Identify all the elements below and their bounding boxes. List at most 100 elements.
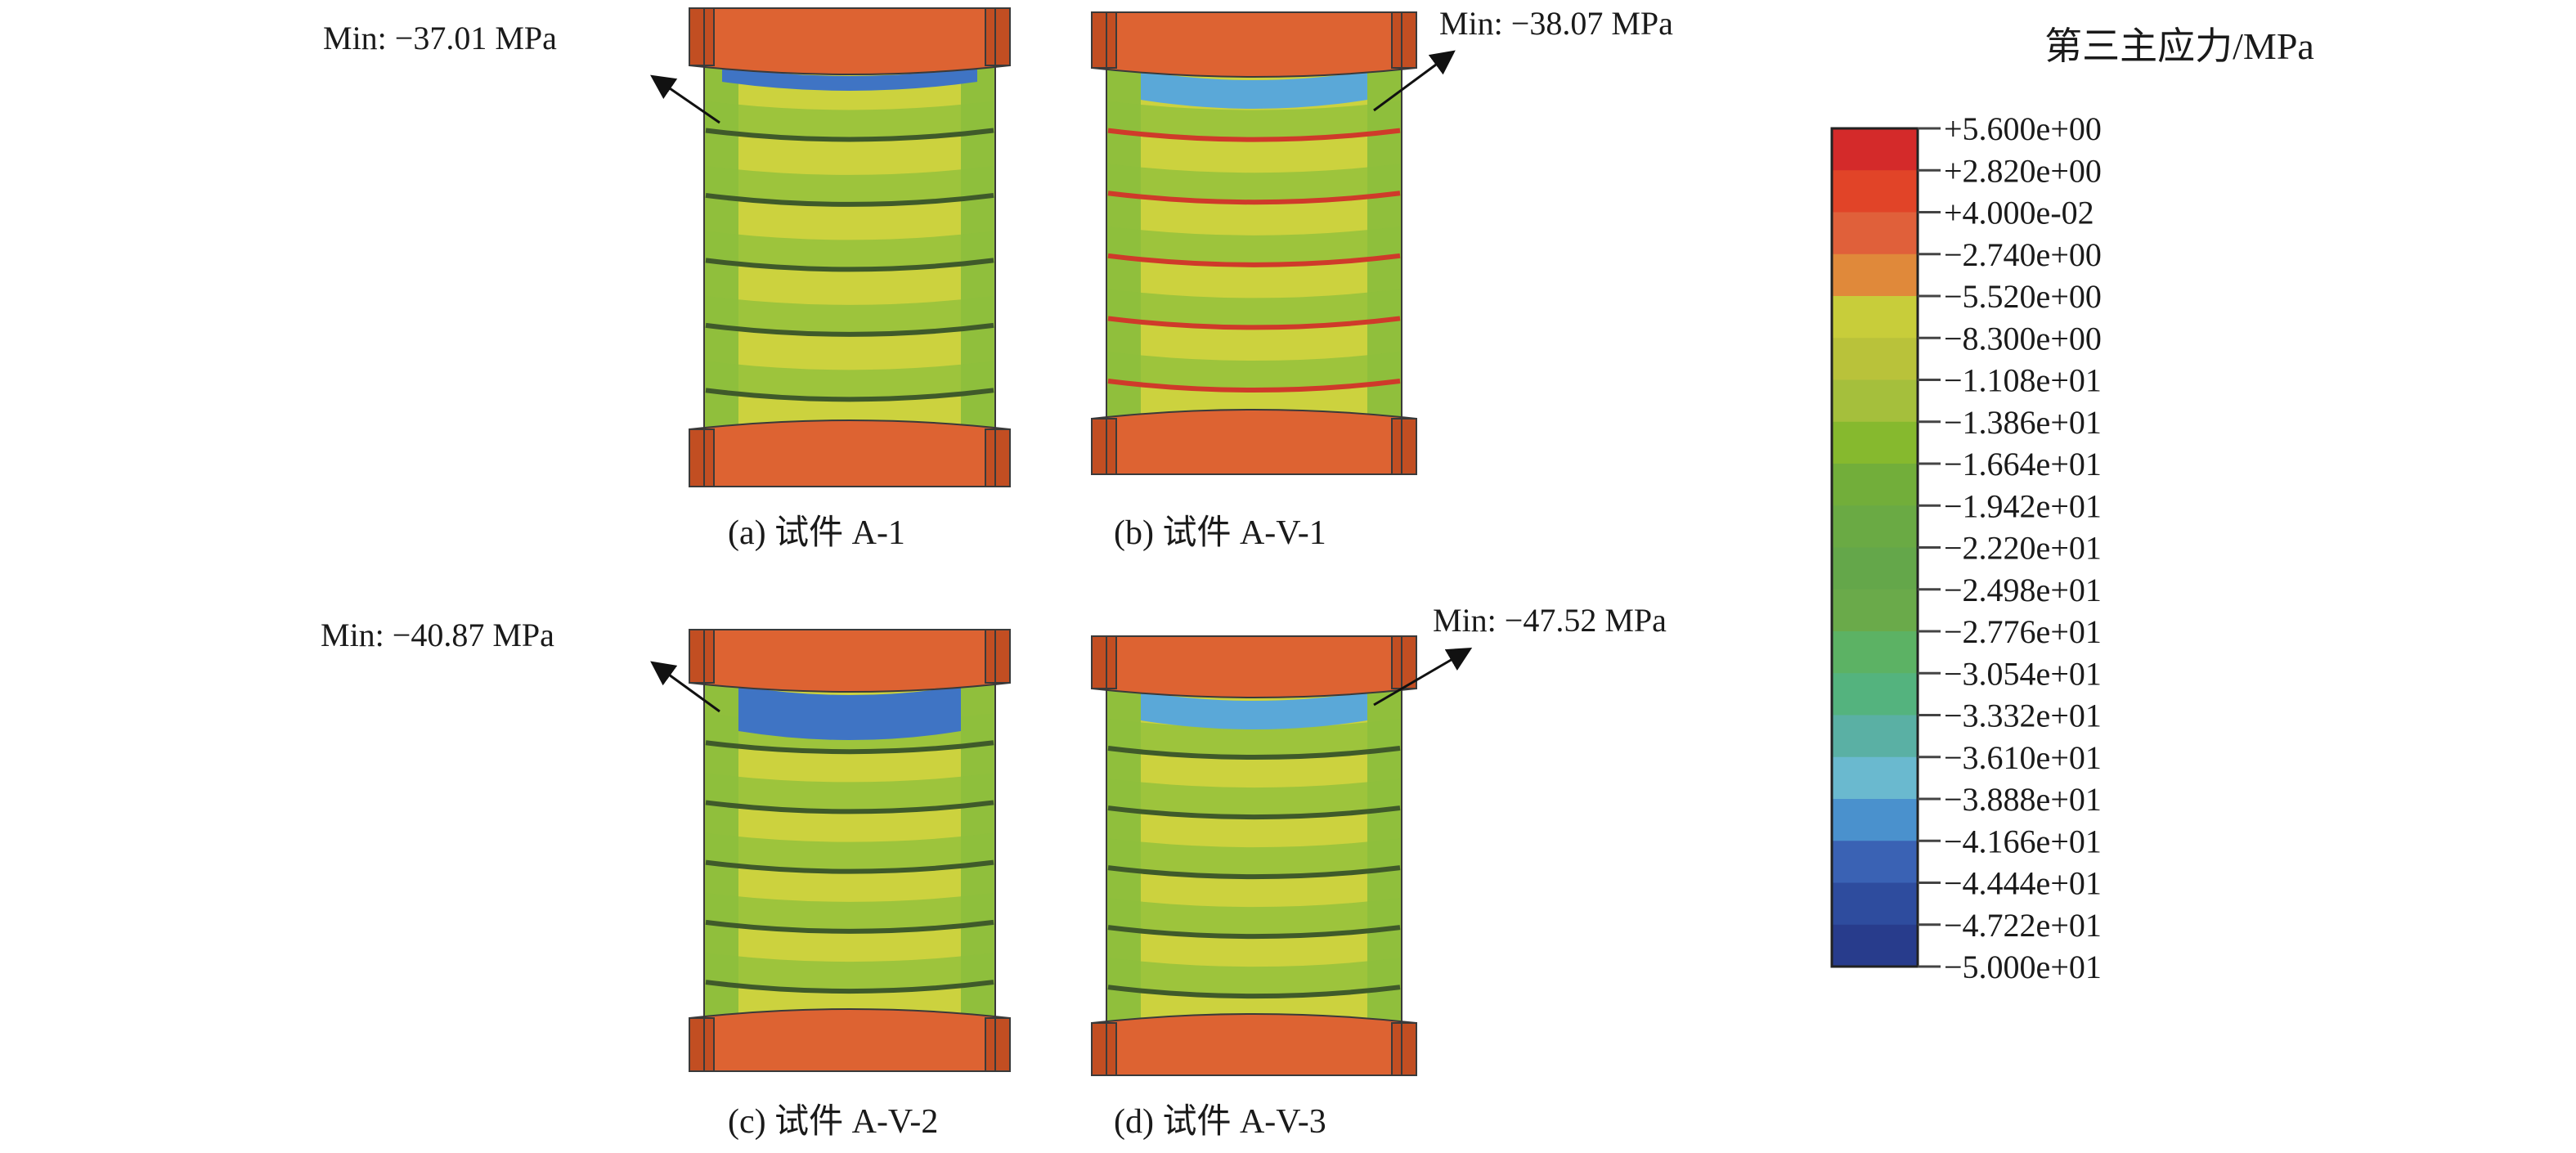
- legend-tick-label-5: −8.300e+00: [1944, 320, 2102, 357]
- bottom-cap-left-a: [689, 428, 715, 487]
- stirrup-line-b-2: [1107, 191, 1401, 205]
- bottom-cap-left-b: [1091, 418, 1117, 475]
- legend-tick-label-8: −1.664e+01: [1944, 446, 2102, 482]
- band-a-2: [706, 165, 994, 204]
- legend-swatch-2: [1832, 212, 1918, 255]
- min-arrow-c: [650, 661, 720, 713]
- stirrup-line-a-1: [705, 128, 994, 142]
- stirrup-line-c-2: [705, 800, 994, 814]
- bottom-cap-right-a: [985, 428, 1011, 487]
- legend-ticks: +5.600e+00 +2.820e+00 +4.000e-02 −2.740e+00…: [1918, 110, 2102, 985]
- legend-tick-label-3: −2.740e+00: [1944, 236, 2102, 273]
- legend-swatch-3: [1832, 253, 1918, 297]
- stirrup-line-a-3: [705, 258, 994, 272]
- bottom-cap-b: [1091, 409, 1417, 475]
- specimen-panel-b: Min: −38.07 MPa (b) 试件 A-V-1: [1091, 5, 1673, 552]
- legend-tick-label-14: −3.332e+01: [1944, 698, 2102, 734]
- legend-tick-label-1: +2.820e+00: [1944, 152, 2102, 189]
- top-cap-left-a: [689, 7, 715, 66]
- legend-swatch-16: [1832, 799, 1918, 841]
- top-cap-right-d: [1391, 635, 1417, 689]
- top-cap-c: [689, 629, 1011, 693]
- stirrup-line-d-5: [1107, 985, 1401, 999]
- specimen-a-contour: [689, 7, 1011, 487]
- band-d-1: [1108, 719, 1400, 758]
- band-b-3: [1108, 226, 1400, 265]
- band-c-2: [706, 773, 994, 812]
- legend-tick-label-4: −5.520e+00: [1944, 278, 2102, 315]
- stirrup-line-b-1: [1107, 128, 1401, 142]
- panel-caption-b: (b) 试件 A-V-1: [1114, 514, 1326, 552]
- legend-tick-label-13: −3.054e+01: [1944, 655, 2102, 692]
- compression-zone-a: [722, 67, 977, 91]
- bottom-cap-right-d: [1391, 1022, 1417, 1076]
- band-d-4: [1108, 898, 1400, 937]
- top-cap-d: [1091, 635, 1417, 698]
- panel-caption-a: (a) 试件 A-1: [728, 514, 905, 552]
- stirrup-line-c-4: [705, 919, 994, 934]
- band-b-4: [1108, 289, 1400, 328]
- legend-swatch-15: [1832, 756, 1918, 800]
- outline-c: [703, 629, 996, 1072]
- specimen-panel-c: Min: −40.87 MPa (c) 试件 A-V-2: [321, 617, 1011, 1141]
- bottom-cap-right-c: [985, 1017, 1011, 1072]
- legend-swatch-5: [1832, 338, 1918, 380]
- legend-swatch-19: [1832, 924, 1918, 967]
- stirrup-line-c-3: [705, 859, 994, 874]
- legend-tick-label-0: +5.600e+00: [1944, 110, 2102, 147]
- stirrup-line-d-4: [1107, 925, 1401, 940]
- stirrup-line-d-3: [1107, 865, 1401, 880]
- legend-tick-label-7: −1.386e+01: [1944, 404, 2102, 441]
- legend-tick-label-10: −2.220e+01: [1944, 530, 2102, 567]
- legend-tick-label-18: −4.444e+01: [1944, 865, 2102, 902]
- bottom-cap-right-b: [1391, 418, 1417, 475]
- compression-zone-d: [1141, 692, 1367, 729]
- top-cap-left-b: [1091, 11, 1117, 69]
- legend-tick-label-2: +4.000e-02: [1944, 195, 2094, 231]
- band-b-2: [1108, 164, 1400, 203]
- band-c-5: [706, 953, 994, 992]
- bottom-cap-left-d: [1091, 1022, 1117, 1076]
- band-a-3: [706, 231, 994, 270]
- legend-swatch-7: [1832, 421, 1918, 464]
- band-d-3: [1108, 838, 1400, 877]
- stirrup-line-b-3: [1107, 253, 1401, 267]
- legend-tick-label-19: −4.722e+01: [1944, 907, 2102, 944]
- bottom-cap-left-c: [689, 1017, 715, 1072]
- stirrup-line-a-4: [705, 322, 994, 337]
- stirrup-line-a-2: [705, 192, 994, 207]
- band-d-5: [1108, 958, 1400, 997]
- legend-tick-label-20: −5.000e+01: [1944, 949, 2102, 985]
- min-label-c: Min: −40.87 MPa: [321, 617, 554, 653]
- bottom-cap-a: [689, 419, 1011, 487]
- specimen-panel-a: Min: −37.01 MPa (a) 试件 A-1: [323, 7, 1011, 552]
- stirrup-line-d-1: [1107, 746, 1401, 760]
- stirrup-line-c-5: [705, 980, 994, 994]
- top-cap-left-c: [689, 629, 715, 684]
- bottom-cap-d: [1091, 1013, 1417, 1076]
- min-arrow-b: [1373, 50, 1456, 112]
- specimen-b-contour: [1091, 11, 1417, 475]
- legend-swatch-1: [1832, 170, 1918, 213]
- legend-swatch-9: [1832, 505, 1918, 548]
- legend-swatch-18: [1832, 882, 1918, 926]
- min-label-a: Min: −37.01 MPa: [323, 20, 557, 56]
- outline-d: [1106, 635, 1402, 1076]
- legend-tick-label-11: −2.498e+01: [1944, 572, 2102, 608]
- specimen-panel-d: Min: −47.52 MPa (d) 试件 A-V-3: [1091, 602, 1667, 1141]
- top-cap-right-b: [1391, 11, 1417, 69]
- band-c-3: [706, 832, 994, 872]
- legend-tick-label-16: −3.888e+01: [1944, 781, 2102, 818]
- band-a-5: [706, 361, 994, 400]
- color-legend: 第三主应力/MPa +5.600e+00 +2.820e+00 +4.000e-02…: [1830, 25, 2314, 985]
- legend-swatch-14: [1832, 715, 1918, 758]
- legend-swatch-17: [1832, 841, 1918, 883]
- top-cap-right-a: [985, 7, 1011, 66]
- legend-swatch-11: [1832, 589, 1918, 632]
- top-cap-right-c: [985, 629, 1011, 684]
- bottom-cap-c: [689, 1008, 1011, 1072]
- band-c-4: [706, 892, 994, 931]
- legend-tick-label-6: −1.108e+01: [1944, 362, 2102, 399]
- legend-swatch-8: [1832, 464, 1918, 506]
